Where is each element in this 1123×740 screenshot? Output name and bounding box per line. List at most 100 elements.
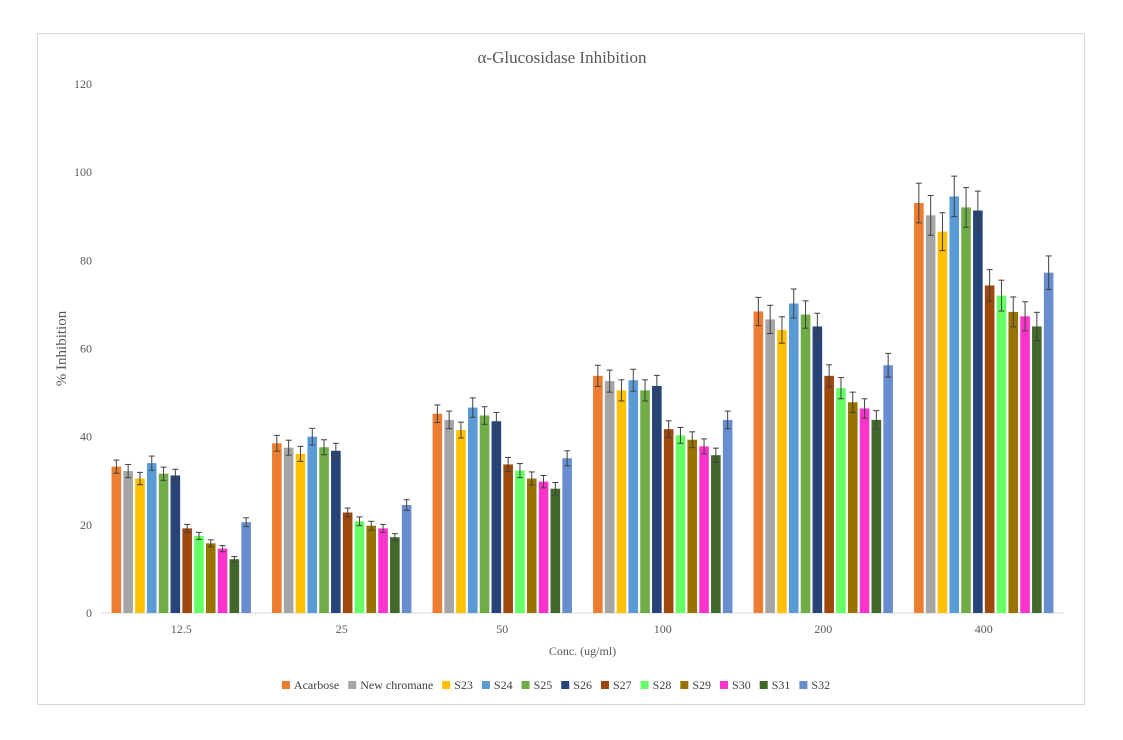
bar <box>652 385 662 613</box>
bar <box>836 388 846 613</box>
legend-swatch <box>348 681 357 689</box>
y-tick-label: 80 <box>80 253 92 267</box>
legend-label: S25 <box>534 678 553 692</box>
bar <box>711 455 721 613</box>
bar <box>241 522 251 613</box>
legend-label: New chromane <box>360 678 433 692</box>
bar <box>593 375 603 613</box>
y-axis-ticks: 0 20 40 60 80 100 120 <box>74 77 92 620</box>
x-tick-label: 200 <box>814 622 832 636</box>
bar <box>847 402 858 613</box>
bar <box>984 285 995 613</box>
legend-swatch <box>799 681 808 689</box>
bar <box>800 314 811 613</box>
bar <box>753 311 764 613</box>
bar <box>824 375 834 613</box>
legend-swatch <box>720 681 729 689</box>
y-tick-label: 40 <box>80 430 92 444</box>
bar <box>788 303 799 613</box>
x-tick-label: 12.5 <box>171 622 192 636</box>
bar <box>123 471 133 613</box>
x-axis-ticks: 12.5 25 50 100 200 400 <box>171 622 993 636</box>
bar <box>390 537 400 613</box>
bar <box>675 435 686 613</box>
bar <box>146 463 157 613</box>
bar <box>883 365 893 613</box>
legend-swatch <box>281 681 290 689</box>
bar <box>925 215 936 613</box>
bar <box>859 408 870 613</box>
legend-swatch <box>521 681 530 689</box>
bar <box>378 528 388 613</box>
legend-swatch <box>640 681 649 689</box>
bar <box>135 478 145 613</box>
bar <box>366 525 377 613</box>
y-tick-label: 20 <box>80 518 92 532</box>
bar <box>295 453 306 613</box>
bar <box>914 203 924 613</box>
bar <box>937 231 948 613</box>
bar <box>331 450 341 613</box>
bar <box>272 443 282 613</box>
bar <box>491 421 502 613</box>
legend: Acarbose New chromane S23 S24 S25 S26 S27 S28 S2… <box>281 678 830 692</box>
legend-swatch <box>600 681 609 689</box>
bar <box>194 535 204 613</box>
bar <box>640 390 650 613</box>
bar <box>158 473 169 613</box>
legend-label: S27 <box>613 678 632 692</box>
legend-swatch <box>561 681 570 689</box>
bar <box>812 326 823 613</box>
bar <box>432 413 443 613</box>
bar <box>217 548 228 613</box>
legend-label: S24 <box>494 678 513 692</box>
x-tick-label: 400 <box>975 622 993 636</box>
legend-label: S32 <box>811 678 830 692</box>
chart-svg: α-Glucosidase Inhibition 0 20 40 60 80 100 120… <box>54 48 1064 692</box>
bar <box>444 419 454 613</box>
bar <box>526 478 537 613</box>
bar <box>871 419 882 613</box>
chart-title: α-Glucosidase Inhibition <box>478 48 647 67</box>
bar <box>722 419 733 613</box>
bar <box>996 295 1007 613</box>
legend-label: Acarbose <box>294 678 339 692</box>
bar <box>961 207 971 613</box>
y-tick-label: 0 <box>86 606 92 620</box>
y-tick-label: 120 <box>74 77 92 91</box>
legend-label: S30 <box>732 678 751 692</box>
y-tick-label: 60 <box>80 342 92 356</box>
bar <box>538 481 549 613</box>
bar <box>1032 326 1042 613</box>
legend-swatch <box>759 681 768 689</box>
bar <box>765 319 775 613</box>
bar <box>401 504 412 613</box>
bar <box>515 470 525 613</box>
bar <box>1043 272 1054 613</box>
bar <box>1008 311 1019 613</box>
bar <box>550 488 561 613</box>
x-tick-label: 50 <box>496 622 508 636</box>
legend-swatch <box>481 681 490 689</box>
bar <box>616 390 627 613</box>
bar <box>307 436 318 613</box>
legend-label: S26 <box>573 678 592 692</box>
bar <box>1020 316 1030 613</box>
x-tick-label: 25 <box>336 622 348 636</box>
bar <box>604 381 615 613</box>
bar <box>562 458 572 613</box>
legend-label: S23 <box>454 678 473 692</box>
bar <box>182 528 192 613</box>
bar <box>479 415 490 613</box>
bar <box>687 439 698 613</box>
bars <box>111 175 1054 613</box>
bar <box>777 329 787 613</box>
bar <box>949 196 960 613</box>
legend-swatch <box>442 681 451 689</box>
legend-label: S31 <box>772 678 791 692</box>
bar <box>467 407 478 613</box>
x-tick-label: 100 <box>654 622 672 636</box>
bar <box>663 429 674 613</box>
bar <box>170 475 181 613</box>
y-tick-label: 100 <box>74 165 92 179</box>
